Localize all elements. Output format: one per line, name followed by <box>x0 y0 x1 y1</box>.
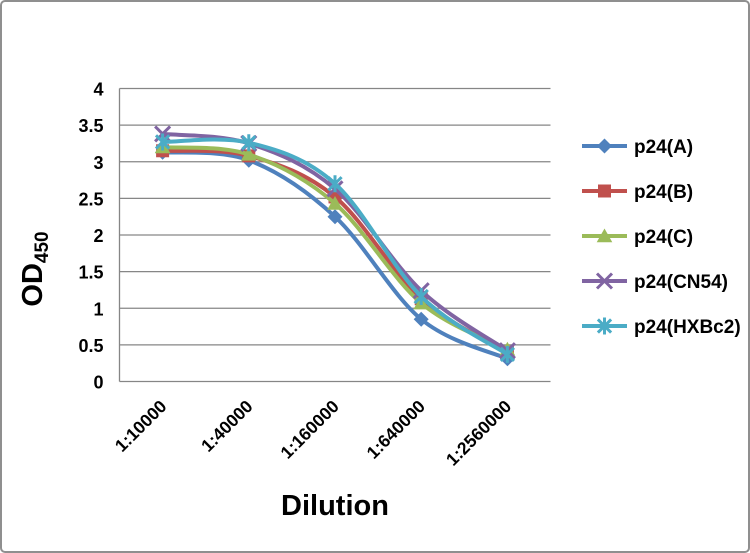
marker-square <box>598 184 611 198</box>
marker-asterisk <box>154 133 171 151</box>
marker-diamond <box>327 209 343 225</box>
y-tick-label: 2 <box>93 226 103 246</box>
legend-label: p24(C) <box>634 227 693 248</box>
y-tick-label: 0 <box>93 373 103 393</box>
y-axis-title-subscript: 450 <box>32 231 53 263</box>
marker-x <box>595 272 614 290</box>
series-p24-hxbc2- <box>154 133 516 363</box>
legend-item: p24(HXBc2) <box>582 317 741 338</box>
y-tick-label: 3.5 <box>78 116 103 136</box>
legend: p24(A) p24(B) p24(C) p24(CN54) p24(HXBc2) <box>582 137 741 338</box>
y-tick-label: 1.5 <box>78 263 103 283</box>
marker-asterisk <box>596 317 613 335</box>
marker-asterisk <box>327 175 343 193</box>
y-tick-label: 4 <box>93 80 103 100</box>
legend-label: p24(B) <box>634 182 693 203</box>
y-tick-label: 3 <box>93 153 103 173</box>
legend-item: p24(B) <box>582 182 693 203</box>
marker-diamond <box>597 138 612 154</box>
data-series <box>154 125 516 367</box>
marker-diamond <box>413 311 429 327</box>
marker-asterisk <box>241 134 257 152</box>
y-axis-title-text: OD <box>17 263 49 307</box>
marker-triangle <box>241 146 257 161</box>
y-tick-label: 0.5 <box>78 336 103 356</box>
x-tick-label: 1:10000 <box>111 396 171 456</box>
x-tick-label: 1:160000 <box>276 396 343 463</box>
marker-triangle <box>596 228 613 243</box>
series-line <box>160 131 510 353</box>
x-tick-label: 1:2560000 <box>442 396 516 470</box>
legend-item: p24(CN54) <box>582 272 728 293</box>
y-tick-label: 2.5 <box>78 189 103 209</box>
legend-item: p24(C) <box>582 227 693 248</box>
y-tick-label: 1 <box>93 299 103 319</box>
marker-asterisk <box>499 345 516 363</box>
legend-item: p24(A) <box>582 137 693 158</box>
legend-label: p24(CN54) <box>634 272 728 293</box>
y-axis-tick-labels: 0 0.5 1 1.5 2 2.5 3 3.5 4 <box>78 80 103 393</box>
legend-label: p24(HXBc2) <box>634 317 741 338</box>
series-line <box>160 137 510 357</box>
legend-label: p24(A) <box>634 137 693 158</box>
x-tick-label: 1:640000 <box>363 396 430 463</box>
marker-triangle <box>327 196 343 210</box>
x-axis-title: Dilution <box>281 490 389 522</box>
marker-asterisk <box>413 288 429 306</box>
x-axis-tick-labels: 1:10000 1:40000 1:160000 1:640000 1:2560000 <box>111 396 516 470</box>
x-tick-label: 1:40000 <box>197 396 257 456</box>
y-axis-title: OD450 <box>17 231 53 306</box>
